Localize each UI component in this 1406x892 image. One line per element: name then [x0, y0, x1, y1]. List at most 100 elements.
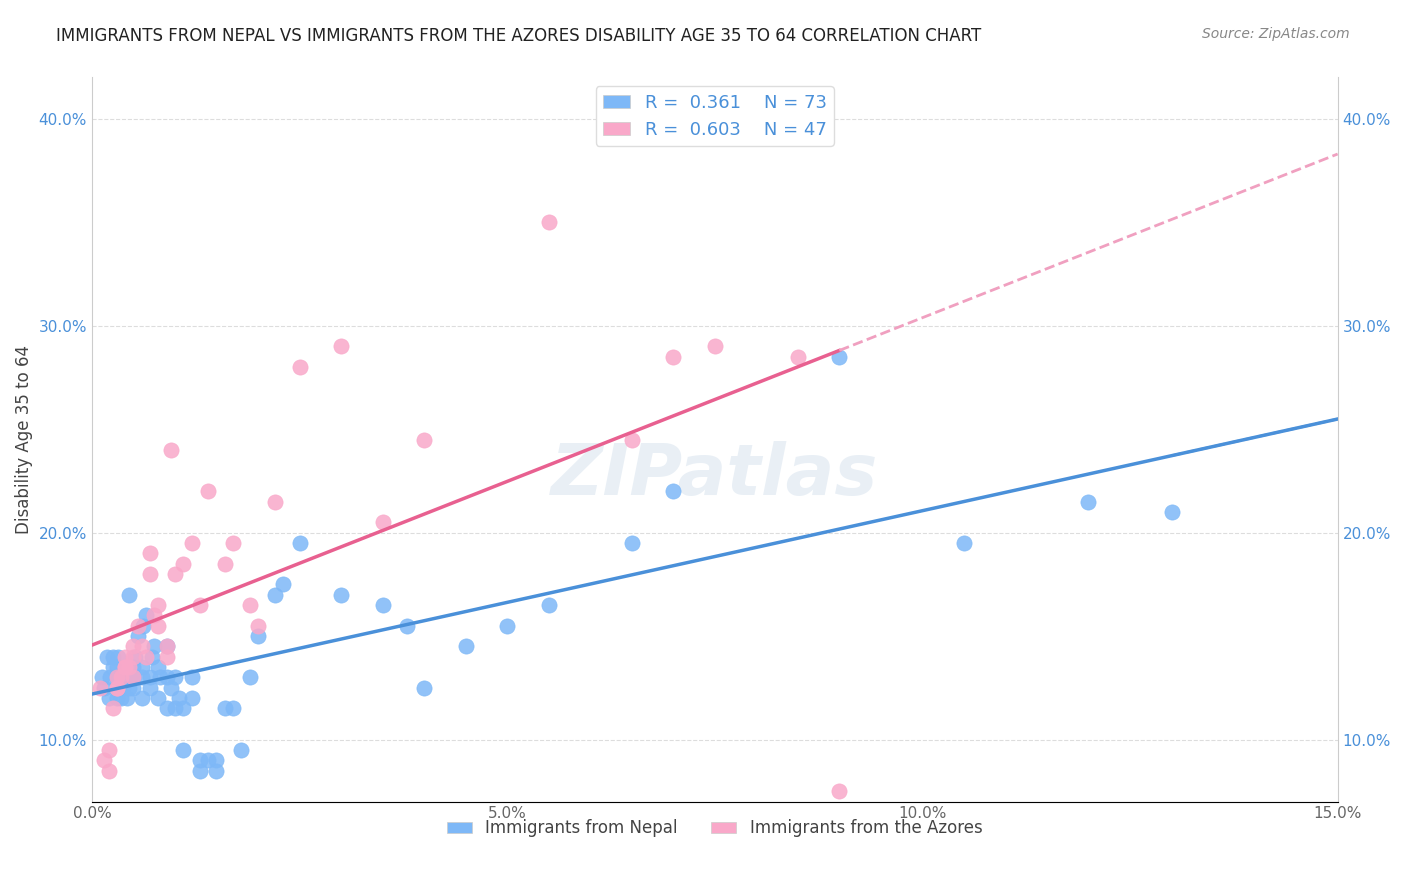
Point: [139, 670, 162, 684]
Point: [1077, 494, 1099, 508]
Point: [271, 577, 294, 591]
Point: [180, 536, 202, 550]
Point: [127, 629, 149, 643]
Point: [263, 588, 285, 602]
Point: [93, 753, 115, 767]
Point: [135, 649, 157, 664]
Point: [139, 566, 162, 581]
Point: [124, 649, 146, 664]
Point: [396, 618, 419, 632]
Point: [131, 670, 153, 684]
Point: [122, 660, 145, 674]
Point: [141, 649, 163, 664]
Point: [97, 743, 120, 757]
Legend: Immigrants from Nepal, Immigrants from the Azores: Immigrants from Nepal, Immigrants from t…: [440, 813, 988, 844]
Point: [288, 360, 311, 375]
Point: [197, 753, 219, 767]
Point: [205, 753, 228, 767]
Point: [96, 649, 118, 664]
Point: [188, 753, 211, 767]
Point: [127, 618, 149, 632]
Point: [247, 618, 270, 632]
Point: [371, 515, 394, 529]
Point: [330, 339, 353, 353]
Point: [122, 670, 145, 684]
Point: [143, 608, 166, 623]
Point: [330, 588, 353, 602]
Point: [496, 618, 519, 632]
Point: [828, 784, 851, 798]
Point: [122, 681, 145, 695]
Point: [828, 350, 851, 364]
Text: ZIPatlas: ZIPatlas: [551, 442, 879, 510]
Text: Source: ZipAtlas.com: Source: ZipAtlas.com: [1202, 27, 1350, 41]
Point: [247, 629, 270, 643]
Point: [205, 764, 228, 778]
Point: [413, 681, 436, 695]
Point: [131, 660, 153, 674]
Point: [135, 608, 157, 623]
Point: [118, 660, 141, 674]
Point: [172, 557, 194, 571]
Point: [118, 588, 141, 602]
Point: [105, 660, 128, 674]
Point: [159, 442, 181, 457]
Point: [101, 701, 124, 715]
Point: [98, 670, 121, 684]
Point: [163, 701, 186, 715]
Text: IMMIGRANTS FROM NEPAL VS IMMIGRANTS FROM THE AZORES DISABILITY AGE 35 TO 64 CORR: IMMIGRANTS FROM NEPAL VS IMMIGRANTS FROM…: [56, 27, 981, 45]
Point: [163, 566, 186, 581]
Point: [122, 670, 145, 684]
Point: [156, 701, 179, 715]
Point: [97, 691, 120, 706]
Point: [180, 691, 202, 706]
Point: [371, 598, 394, 612]
Point: [114, 649, 136, 664]
Point: [222, 701, 245, 715]
Point: [148, 691, 170, 706]
Point: [620, 433, 643, 447]
Point: [105, 670, 128, 684]
Point: [101, 660, 124, 674]
Point: [132, 618, 155, 632]
Point: [214, 701, 236, 715]
Point: [662, 350, 685, 364]
Point: [172, 743, 194, 757]
Point: [148, 618, 170, 632]
Point: [1160, 505, 1182, 519]
Point: [112, 681, 135, 695]
Point: [143, 640, 166, 654]
Point: [222, 536, 245, 550]
Point: [105, 670, 128, 684]
Point: [110, 670, 132, 684]
Point: [188, 764, 211, 778]
Point: [214, 557, 236, 571]
Point: [159, 681, 181, 695]
Point: [149, 670, 172, 684]
Point: [239, 670, 262, 684]
Point: [188, 598, 211, 612]
Point: [139, 546, 162, 560]
Point: [163, 670, 186, 684]
Point: [101, 649, 124, 664]
Point: [148, 660, 170, 674]
Point: [105, 681, 128, 695]
Point: [288, 536, 311, 550]
Point: [537, 215, 560, 229]
Point: [131, 691, 153, 706]
Point: [620, 536, 643, 550]
Point: [93, 681, 115, 695]
Point: [107, 649, 129, 664]
Point: [703, 339, 725, 353]
Point: [239, 598, 262, 612]
Point: [156, 670, 179, 684]
Point: [454, 640, 477, 654]
Point: [122, 670, 145, 684]
Point: [172, 701, 194, 715]
Point: [197, 484, 219, 499]
Point: [167, 691, 190, 706]
Point: [122, 640, 145, 654]
Point: [105, 691, 128, 706]
Point: [114, 660, 136, 674]
Y-axis label: Disability Age 35 to 64: Disability Age 35 to 64: [15, 345, 32, 534]
